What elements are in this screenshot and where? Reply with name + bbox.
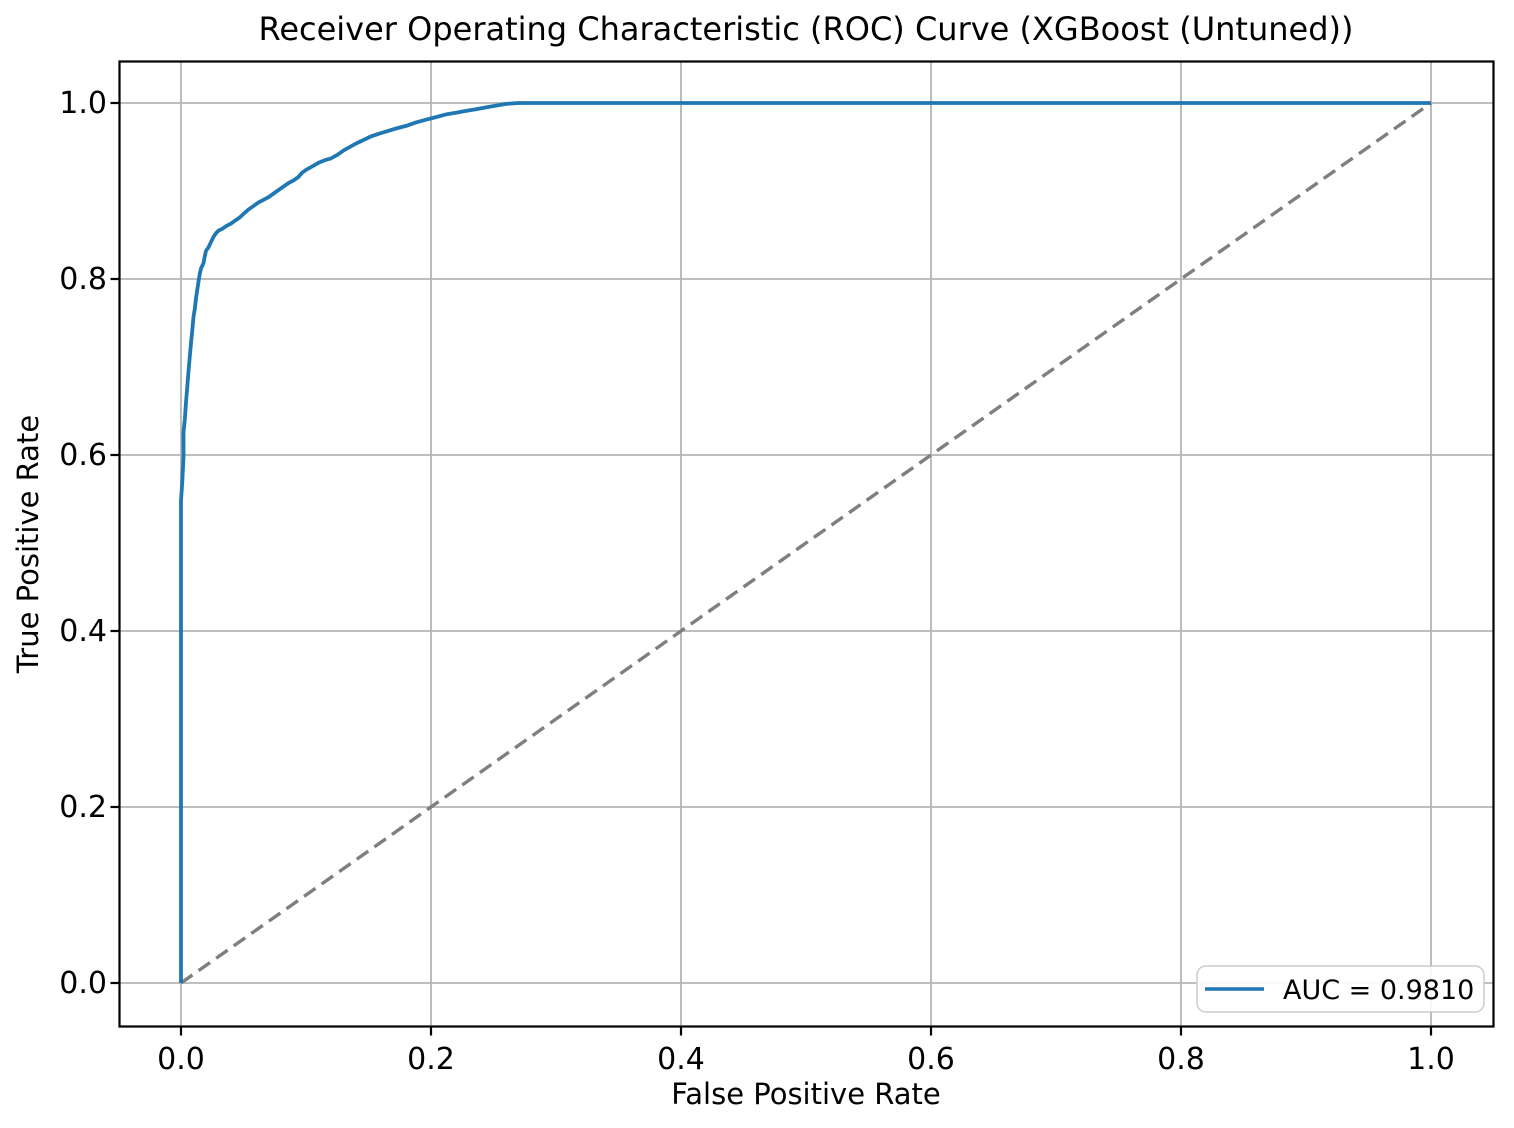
- legend-box: [1196, 965, 1485, 1013]
- axes-frame-rect: [118, 60, 1495, 1028]
- axes-frame: [118, 60, 1495, 1028]
- y-tick-label: 0.2: [59, 790, 107, 825]
- chart-title: Receiver Operating Characteristic (ROC) …: [259, 10, 1354, 48]
- roc-curve-line: [179, 101, 1431, 983]
- x-tick-label: 0.8: [1157, 1042, 1205, 1077]
- legend: AUC = 0.9810: [1196, 965, 1485, 1013]
- grid-lines: [119, 61, 1494, 1027]
- y-tick-label: 1.0: [59, 86, 107, 121]
- y-tick-label: 0.0: [59, 966, 107, 1001]
- x-axis-label: False Positive Rate: [671, 1077, 941, 1111]
- y-axis-label: True Positive Rate: [11, 415, 45, 674]
- y-tick-label: 0.8: [59, 262, 107, 297]
- legend-label: AUC = 0.9810: [1283, 975, 1474, 1006]
- y-tick-label: 0.6: [59, 438, 107, 473]
- axis-tick-labels: 0.0 0.2 0.4 0.6 0.8 1.0 0.0 0.2 0.4 0.6 0.8 1.0: [59, 86, 1455, 1077]
- x-tick-label: 0.6: [907, 1042, 955, 1077]
- axis-ticks: [110, 101, 1433, 1036]
- x-tick-label: 1.0: [1407, 1042, 1455, 1077]
- plot-series: [179, 101, 1432, 985]
- y-tick-label: 0.4: [59, 614, 107, 649]
- chance-diagonal-line: [180, 101, 1432, 985]
- x-tick-label: 0.4: [657, 1042, 705, 1077]
- x-tick-label: 0.0: [157, 1042, 205, 1077]
- x-tick-label: 0.2: [407, 1042, 455, 1077]
